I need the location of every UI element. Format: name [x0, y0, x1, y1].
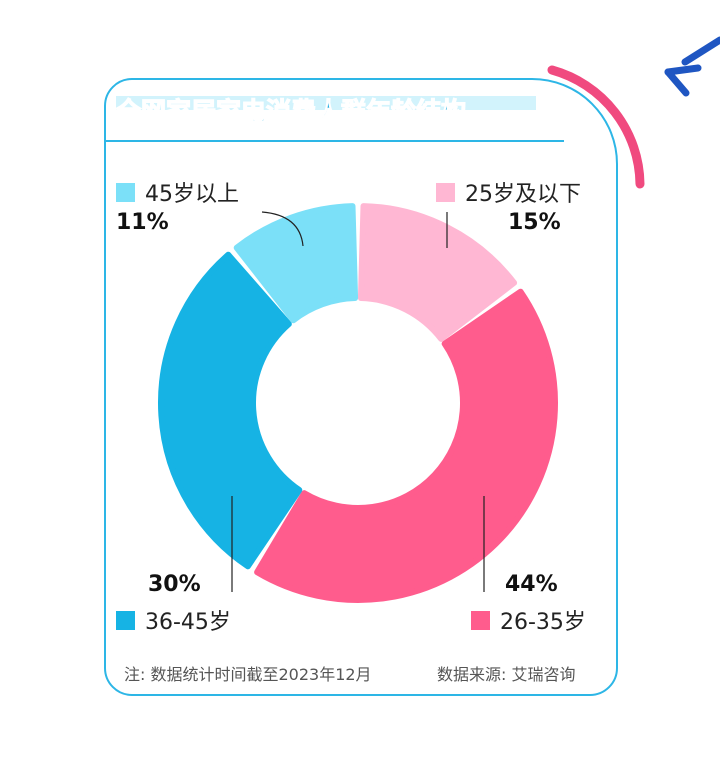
slice-45-plus — [233, 203, 359, 324]
footer-source: 数据来源: 艾瑞咨询 — [437, 665, 576, 684]
slice-36-45 — [158, 251, 303, 570]
pink-arc-decoration — [547, 65, 645, 189]
title-underline — [104, 78, 564, 142]
slice-25-below — [357, 203, 518, 342]
chart-title: 全网家居家电消费人群年龄结构 — [115, 96, 467, 126]
footer-note: 注: 数据统计时间截至2023年12月 — [124, 665, 372, 684]
legend-swatch — [116, 610, 135, 630]
value-label-45-plus: 11% — [116, 210, 169, 235]
legend-item-25-below: 25岁及以下 — [436, 176, 581, 208]
legend-label: 36-45岁 — [145, 610, 231, 635]
legend-swatch — [116, 182, 135, 202]
slice-26-35 — [254, 288, 558, 603]
value-label-25-below: 15% — [508, 210, 561, 235]
arrow-decoration — [664, 36, 720, 97]
legend-swatch — [436, 182, 455, 202]
legend-item-36-45: 36-45岁 — [116, 604, 231, 636]
legend-label: 26-35岁 — [500, 610, 586, 635]
legend-item-26-35: 26-35岁 — [471, 604, 586, 636]
value-label-36-45: 30% — [148, 572, 201, 597]
legend-label: 45岁以上 — [145, 182, 239, 207]
legend-label: 25岁及以下 — [465, 182, 581, 207]
value-label-26-35: 44% — [505, 572, 558, 597]
legend-swatch — [471, 610, 490, 630]
title-highlight — [116, 96, 536, 110]
leader-line-45-plus — [261, 211, 304, 247]
legend-item-45-plus: 45岁以上 — [116, 176, 239, 208]
